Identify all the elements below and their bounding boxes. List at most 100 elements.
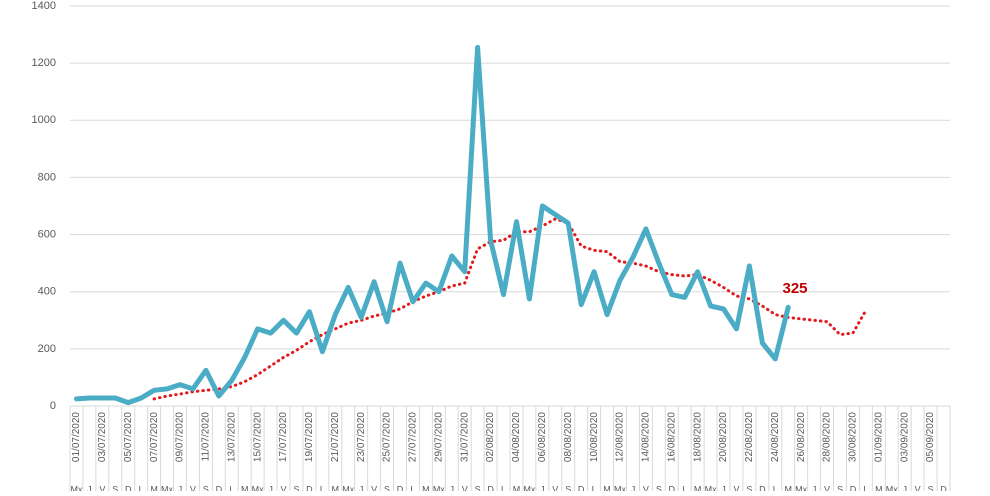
weekday-label: S bbox=[837, 484, 843, 491]
weekday-label: M bbox=[150, 484, 158, 491]
weekday-label: M bbox=[422, 484, 430, 491]
x-tick-label: 30/08/2020 bbox=[848, 412, 859, 462]
weekday-label: L bbox=[139, 484, 144, 491]
weekday-label: J bbox=[540, 484, 545, 491]
weekday-label: V bbox=[462, 484, 468, 491]
weekday-label: Mx bbox=[705, 484, 717, 491]
x-tick-label: 01/07/2020 bbox=[71, 412, 82, 462]
weekday-label: S bbox=[475, 484, 481, 491]
x-tick-label: 15/07/2020 bbox=[252, 412, 263, 462]
weekday-label: S bbox=[384, 484, 390, 491]
weekday-label: J bbox=[178, 484, 183, 491]
weekday-label: Mx bbox=[523, 484, 535, 491]
x-tick-label: 08/08/2020 bbox=[563, 412, 574, 462]
weekday-label: D bbox=[125, 484, 132, 491]
weekday-label: J bbox=[359, 484, 364, 491]
weekday-label: Mx bbox=[161, 484, 173, 491]
x-tick-label: 03/09/2020 bbox=[899, 412, 910, 462]
weekday-label: Mx bbox=[252, 484, 264, 491]
weekday-label: D bbox=[578, 484, 585, 491]
x-tick-label: 06/08/2020 bbox=[537, 412, 548, 462]
weekday-label: D bbox=[940, 484, 947, 491]
x-tick-label: 13/07/2020 bbox=[226, 412, 237, 462]
weekday-label: Mx bbox=[342, 484, 354, 491]
weekday-label: Mx bbox=[614, 484, 626, 491]
weekday-label: J bbox=[721, 484, 726, 491]
x-tick-label: 31/07/2020 bbox=[459, 412, 470, 462]
series-line bbox=[74, 44, 791, 406]
y-tick-label: 600 bbox=[38, 228, 56, 240]
series-line bbox=[152, 217, 868, 401]
y-tick-label: 1000 bbox=[32, 114, 56, 126]
weekday-label: J bbox=[902, 484, 907, 491]
weekday-label: M bbox=[694, 484, 702, 491]
weekday-label: V bbox=[824, 484, 830, 491]
x-tick-label: 02/08/2020 bbox=[485, 412, 496, 462]
weekday-label: V bbox=[915, 484, 921, 491]
weekday-label: M bbox=[603, 484, 611, 491]
weekday-label: D bbox=[487, 484, 494, 491]
x-tick-label: 09/07/2020 bbox=[175, 412, 186, 462]
weekday-label: J bbox=[268, 484, 273, 491]
x-tick-label: 10/08/2020 bbox=[589, 412, 600, 462]
x-tick-label: 26/08/2020 bbox=[796, 412, 807, 462]
x-tick-label: 28/08/2020 bbox=[822, 412, 833, 462]
weekday-label: S bbox=[293, 484, 299, 491]
weekday-label: V bbox=[643, 484, 649, 491]
weekday-label: D bbox=[306, 484, 313, 491]
weekday-label: S bbox=[928, 484, 934, 491]
weekday-label: S bbox=[656, 484, 662, 491]
weekday-label: Mx bbox=[433, 484, 445, 491]
x-tick-label: 11/07/2020 bbox=[201, 412, 212, 462]
x-tick-label: 22/08/2020 bbox=[744, 412, 755, 462]
weekday-label: V bbox=[190, 484, 196, 491]
x-tick-label: 27/07/2020 bbox=[408, 412, 419, 462]
x-tick-label: 05/09/2020 bbox=[925, 412, 936, 462]
weekday-label: J bbox=[812, 484, 817, 491]
weekday-label: S bbox=[746, 484, 752, 491]
y-tick-label: 1200 bbox=[32, 57, 56, 69]
weekday-label: D bbox=[669, 484, 676, 491]
weekday-label: L bbox=[320, 484, 325, 491]
x-tick-label: 29/07/2020 bbox=[433, 412, 444, 462]
weekday-label: D bbox=[397, 484, 404, 491]
weekday-label: S bbox=[112, 484, 118, 491]
x-tick-label: 21/07/2020 bbox=[330, 412, 341, 462]
x-tick-label: 01/09/2020 bbox=[873, 412, 884, 462]
weekday-label: D bbox=[216, 484, 223, 491]
weekday-label: V bbox=[371, 484, 377, 491]
weekday-label: S bbox=[203, 484, 209, 491]
weekday-label: L bbox=[501, 484, 506, 491]
weekday-label: J bbox=[450, 484, 455, 491]
x-tick-label: 17/07/2020 bbox=[278, 412, 289, 462]
weekday-label: M bbox=[241, 484, 249, 491]
weekday-label: M bbox=[875, 484, 883, 491]
x-tick-label: 19/07/2020 bbox=[304, 412, 315, 462]
weekday-label: D bbox=[850, 484, 857, 491]
x-tick-label: 05/07/2020 bbox=[123, 412, 134, 462]
x-tick-label: 03/07/2020 bbox=[97, 412, 108, 462]
weekday-label: J bbox=[87, 484, 92, 491]
weekday-label: V bbox=[552, 484, 558, 491]
weekday-label: M bbox=[784, 484, 792, 491]
weekday-label: L bbox=[773, 484, 778, 491]
y-tick-label: 0 bbox=[50, 400, 56, 412]
weekday-label: Mx bbox=[70, 484, 82, 491]
x-tick-label: 24/08/2020 bbox=[770, 412, 781, 462]
weekday-label: V bbox=[733, 484, 739, 491]
weekday-label: L bbox=[229, 484, 234, 491]
x-tick-label: 04/08/2020 bbox=[511, 412, 522, 462]
weekday-label: Mx bbox=[795, 484, 807, 491]
weekday-label: M bbox=[332, 484, 340, 491]
weekday-label: D bbox=[759, 484, 766, 491]
annotation: 325 bbox=[782, 280, 807, 297]
weekday-label: L bbox=[592, 484, 597, 491]
x-tick-label: 18/08/2020 bbox=[692, 412, 703, 462]
weekday-label: J bbox=[631, 484, 636, 491]
weekday-label: V bbox=[281, 484, 287, 491]
weekday-label: S bbox=[565, 484, 571, 491]
weekday-label: Mx bbox=[886, 484, 898, 491]
x-tick-label: 16/08/2020 bbox=[666, 412, 677, 462]
x-tick-label: 12/08/2020 bbox=[615, 412, 626, 462]
